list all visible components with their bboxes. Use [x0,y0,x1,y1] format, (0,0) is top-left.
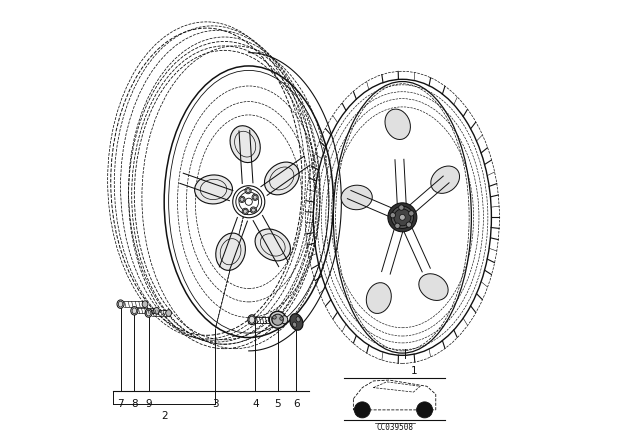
Ellipse shape [142,301,148,307]
Text: 6: 6 [293,399,300,409]
Ellipse shape [272,314,284,325]
Ellipse shape [117,300,124,308]
Ellipse shape [255,229,291,261]
Ellipse shape [281,316,288,324]
Ellipse shape [230,126,260,163]
Ellipse shape [248,315,256,325]
Circle shape [417,402,433,418]
Ellipse shape [239,196,245,202]
Ellipse shape [252,194,258,200]
Ellipse shape [394,209,411,226]
Ellipse shape [366,283,391,314]
Ellipse shape [273,315,276,319]
Ellipse shape [431,166,460,194]
Ellipse shape [245,198,252,205]
Ellipse shape [391,206,413,228]
Ellipse shape [233,186,265,218]
Ellipse shape [399,205,404,210]
Ellipse shape [406,222,412,227]
Ellipse shape [216,233,245,271]
Ellipse shape [131,306,138,315]
Ellipse shape [242,208,248,215]
Text: 2: 2 [161,411,168,422]
Text: CC039508: CC039508 [376,423,413,432]
Text: 3: 3 [212,399,219,409]
Ellipse shape [195,175,232,204]
Ellipse shape [269,311,286,328]
Ellipse shape [292,322,297,327]
Text: 5: 5 [275,399,281,409]
Ellipse shape [409,211,414,216]
Ellipse shape [264,162,299,195]
Ellipse shape [250,207,257,213]
Ellipse shape [395,223,400,228]
Ellipse shape [390,212,396,218]
Ellipse shape [245,188,251,194]
Text: 8: 8 [131,399,138,409]
Text: 9: 9 [145,399,152,409]
Text: 4: 4 [252,399,259,409]
Ellipse shape [145,309,152,317]
Ellipse shape [388,203,417,232]
Ellipse shape [385,109,410,139]
Ellipse shape [399,215,405,220]
Ellipse shape [296,317,300,322]
Ellipse shape [166,310,172,316]
Ellipse shape [419,274,448,301]
Text: 7: 7 [117,399,124,409]
Ellipse shape [280,317,284,320]
Ellipse shape [341,185,372,210]
Ellipse shape [290,314,303,330]
Text: 1: 1 [412,366,418,376]
Circle shape [355,402,371,418]
Ellipse shape [154,307,159,314]
